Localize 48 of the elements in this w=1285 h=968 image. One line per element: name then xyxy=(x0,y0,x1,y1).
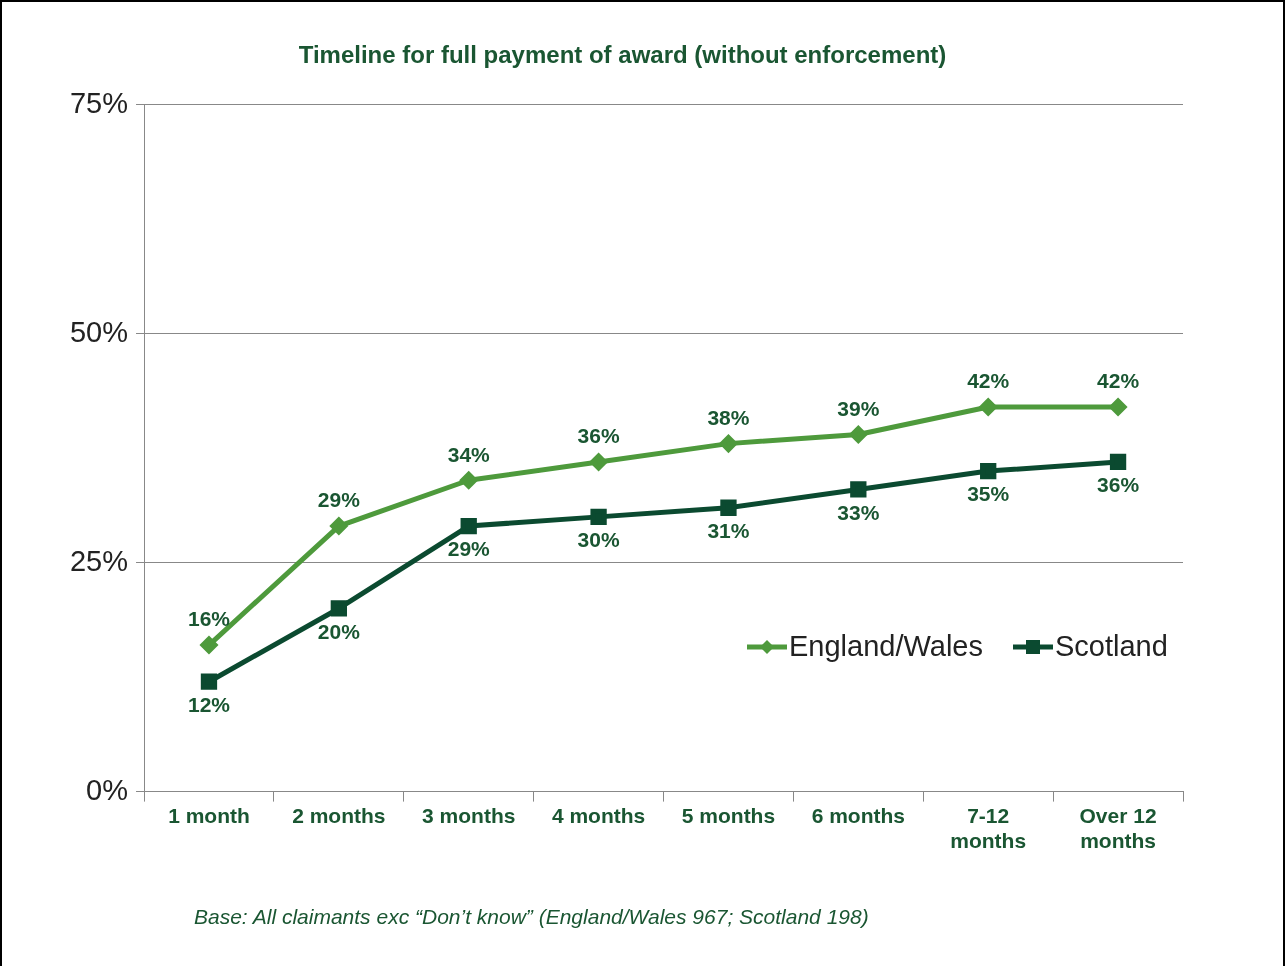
data-label: 38% xyxy=(707,405,750,429)
point xyxy=(720,499,737,516)
point xyxy=(590,453,608,471)
point xyxy=(1109,398,1127,416)
data-label: 42% xyxy=(967,369,1010,393)
legend-label: Scotland xyxy=(1054,630,1168,663)
x-tick-label: 2 months xyxy=(292,804,386,827)
data-label: 31% xyxy=(707,519,750,543)
data-label: 42% xyxy=(1097,369,1140,393)
chart-title: Timeline for full payment of award (without enforcement) xyxy=(298,41,947,69)
point xyxy=(979,398,997,416)
data-label: 39% xyxy=(837,396,880,420)
point xyxy=(980,462,997,480)
point xyxy=(200,673,218,690)
point xyxy=(849,425,867,443)
point xyxy=(460,517,477,535)
y-tick-label: 50% xyxy=(70,315,129,348)
point xyxy=(460,471,478,489)
x-tick-label: 6 months xyxy=(811,804,905,827)
text: Base: All claimants exc “Don’t know” (England/Wales 967; Scotland 198) xyxy=(194,905,869,929)
y-tick-label: 0% xyxy=(86,773,129,806)
data-label: 33% xyxy=(837,500,880,524)
data-label: 34% xyxy=(447,442,491,466)
x-tick-label: 1 month xyxy=(168,804,250,827)
point xyxy=(330,517,348,535)
point xyxy=(200,636,218,654)
y-tick-label: 75% xyxy=(70,86,129,119)
point xyxy=(850,481,867,498)
y-tick-label: 25% xyxy=(70,544,129,577)
legend-label: England/Wales xyxy=(789,630,983,663)
x-tick-label: 4 months xyxy=(551,804,646,827)
point xyxy=(330,600,347,617)
data-label: 36% xyxy=(1097,473,1140,497)
data-label: 16% xyxy=(187,607,231,631)
x-tick-label: Over 12 months xyxy=(1079,804,1157,853)
x-tick-label: 7-12 months xyxy=(950,804,1027,853)
point xyxy=(590,508,607,526)
data-label: 36% xyxy=(577,424,620,448)
point xyxy=(1109,453,1127,471)
x-tick-label: 3 months xyxy=(422,804,516,827)
data-label: 30% xyxy=(577,528,620,552)
data-label: 20% xyxy=(317,619,361,643)
point xyxy=(719,435,737,453)
data-label: 35% xyxy=(967,482,1010,506)
data-label: 12% xyxy=(187,693,231,717)
data-label: 29% xyxy=(447,537,491,561)
x-tick-label: 5 months xyxy=(681,804,776,827)
data-label: 29% xyxy=(317,488,361,512)
